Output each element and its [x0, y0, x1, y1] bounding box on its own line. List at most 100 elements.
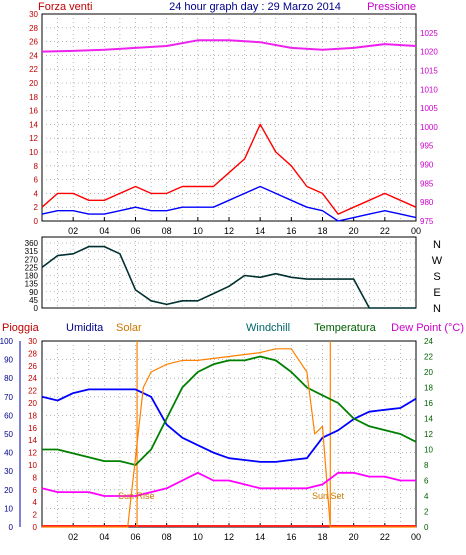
series-line [41, 185, 417, 222]
humidity-tick-label: 30 [4, 467, 13, 476]
rain-tick-label: 8 [33, 473, 38, 482]
left-tick-label: 30 [29, 10, 38, 19]
compass-label: N [433, 239, 441, 251]
temp-tick-label: 10 [424, 446, 433, 455]
panel1-left-axis-label: Forza venti [38, 1, 92, 13]
rain-tick-label: 22 [28, 387, 37, 396]
humidity-tick-label: 40 [4, 449, 13, 458]
left-tick-label: 22 [29, 65, 38, 74]
rain-tick-label: 12 [28, 449, 37, 458]
series-line [41, 471, 416, 497]
temp-tick-label: 20 [424, 368, 433, 377]
left-tick-label: 180 [25, 272, 39, 281]
temp-tick-label: 14 [424, 415, 433, 424]
temp-tick-label: 6 [424, 477, 429, 486]
left-tick-label: 24 [29, 51, 38, 60]
rain-tick-label: 14 [28, 436, 37, 445]
compass-label: S [433, 271, 440, 283]
right-tick-label: 990 [420, 161, 434, 170]
humidity-tick-label: 80 [4, 374, 13, 383]
temp-tick-label: 8 [424, 461, 429, 470]
left-tick-label: 90 [29, 288, 38, 297]
series-line [42, 348, 416, 528]
humidity-tick-label: 10 [4, 504, 13, 513]
x-tick-label: 08 [162, 226, 172, 236]
left-tick-label: 8 [34, 162, 39, 171]
left-tick-label: 360 [25, 239, 39, 248]
panel3-label-pioggia: Pioggia [2, 322, 40, 334]
right-tick-label: 1005 [420, 104, 438, 113]
panel1-right-axis-label: Pressione [367, 1, 416, 13]
x-tick-label: 20 [349, 532, 359, 542]
rain-tick-label: 30 [28, 337, 37, 346]
temp-tick-label: 22 [424, 353, 433, 362]
left-tick-label: 2 [34, 203, 39, 212]
humidity-tick-label: 60 [4, 411, 13, 420]
right-tick-label: 1015 [420, 66, 438, 75]
x-tick-label: 04 [99, 532, 109, 542]
sun-rise-label: Sun Rise [118, 491, 155, 501]
rain-tick-label: 0 [33, 523, 38, 532]
temp-tick-label: 4 [424, 492, 429, 501]
left-tick-label: 0 [34, 217, 39, 226]
panel1-title: 24 hour graph day : 29 Marzo 2014 [169, 1, 341, 13]
panel3-label-dewpoint: Dew Point (°C) [391, 322, 464, 334]
x-tick-label: 00 [411, 532, 421, 542]
left-tick-label: 270 [25, 255, 39, 264]
temp-tick-label: 24 [424, 337, 433, 346]
panel3-label-windchill: Windchill [246, 322, 290, 334]
compass-label: N [433, 303, 441, 315]
left-tick-label: 12 [29, 134, 38, 143]
rain-tick-label: 26 [28, 362, 37, 371]
right-tick-label: 985 [420, 179, 434, 188]
right-tick-label: 1020 [420, 48, 438, 57]
left-tick-label: 28 [29, 24, 38, 33]
x-tick-label: 04 [99, 226, 109, 236]
rain-tick-label: 20 [28, 399, 37, 408]
x-tick-label: 14 [255, 226, 265, 236]
panel3-label-umidita: Umidita [66, 322, 104, 334]
left-tick-label: 135 [25, 280, 39, 289]
temp-tick-label: 16 [424, 399, 433, 408]
series-line [41, 245, 416, 309]
x-tick-label: 02 [68, 532, 78, 542]
rain-tick-label: 6 [33, 486, 38, 495]
left-tick-label: 10 [29, 148, 38, 157]
left-tick-label: 6 [34, 176, 39, 185]
humidity-tick-label: 0 [9, 523, 14, 532]
right-tick-label: 995 [420, 142, 434, 151]
rain-tick-label: 18 [28, 411, 37, 420]
sun-set-label: Sun Set [312, 491, 345, 501]
temp-tick-label: 2 [424, 508, 429, 517]
left-tick-label: 16 [29, 107, 38, 116]
left-tick-label: 225 [25, 263, 39, 272]
humidity-tick-label: 90 [4, 356, 13, 365]
humidity-tick-label: 20 [4, 486, 13, 495]
temp-tick-label: 18 [424, 384, 433, 393]
panel3-label-temperatura: Temperatura [314, 322, 377, 334]
x-tick-label: 16 [286, 532, 296, 542]
x-tick-label: 16 [286, 226, 296, 236]
x-tick-label: 02 [68, 226, 78, 236]
right-tick-label: 1025 [420, 29, 438, 38]
x-tick-label: 22 [380, 532, 390, 542]
series-line [41, 39, 417, 53]
right-tick-label: 1000 [420, 123, 438, 132]
x-tick-label: 10 [193, 532, 203, 542]
compass-label: W [432, 255, 443, 267]
rain-tick-label: 28 [28, 349, 37, 358]
rain-tick-label: 16 [28, 424, 37, 433]
compass-label: E [433, 287, 440, 299]
x-tick-label: 12 [224, 532, 234, 542]
x-tick-label: 18 [317, 226, 327, 236]
x-tick-label: 12 [224, 226, 234, 236]
x-tick-label: 06 [130, 226, 140, 236]
panel3-label-solar: Solar [116, 322, 142, 334]
x-tick-label: 14 [255, 532, 265, 542]
x-tick-label: 22 [380, 226, 390, 236]
series-line [42, 355, 417, 466]
left-tick-label: 26 [29, 38, 38, 47]
humidity-tick-label: 50 [4, 430, 13, 439]
x-tick-label: 06 [130, 532, 140, 542]
